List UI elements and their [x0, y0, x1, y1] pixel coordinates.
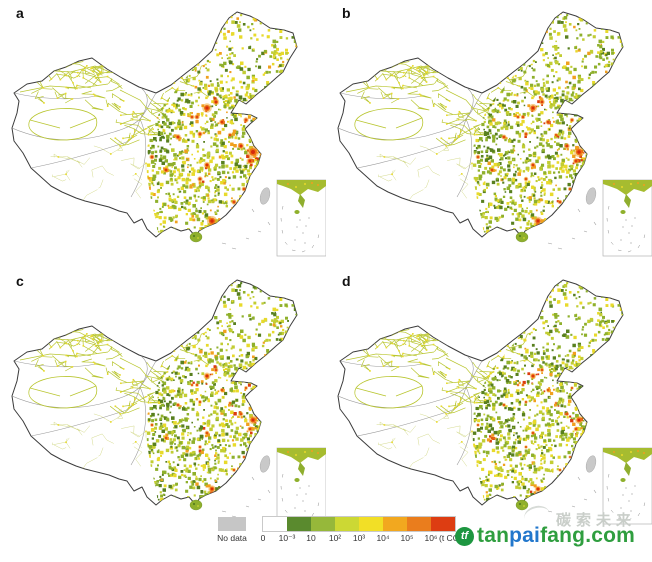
china-emissions-map-d	[337, 279, 652, 525]
panel-label-b: b	[342, 5, 351, 21]
panel-c: c	[0, 268, 326, 536]
china-emissions-map-b	[337, 11, 652, 257]
panel-a: a	[0, 0, 326, 268]
panel-d: d	[326, 268, 652, 536]
china-emissions-map-a	[11, 11, 326, 257]
panel-b: b	[326, 0, 652, 268]
panel-label-c: c	[16, 273, 24, 289]
panel-label-d: d	[342, 273, 351, 289]
panel-label-a: a	[16, 5, 24, 21]
china-emissions-map-c	[11, 279, 326, 525]
